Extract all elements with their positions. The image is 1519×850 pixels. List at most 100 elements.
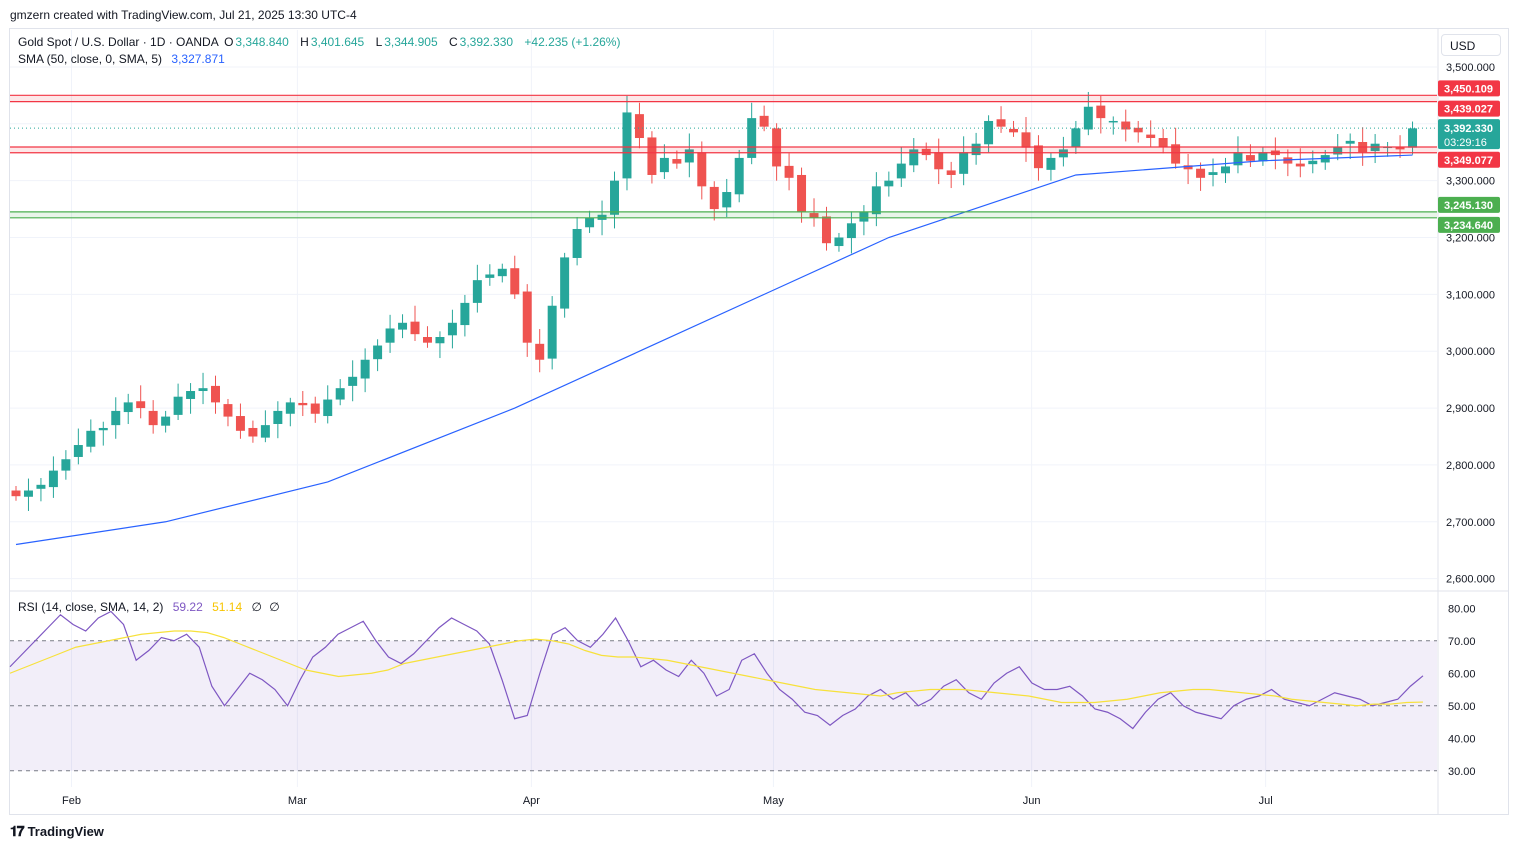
candle-body bbox=[385, 328, 395, 343]
candle-countdown: 03:29:16 bbox=[1444, 137, 1487, 149]
price-tick-label: 3,000.000 bbox=[1446, 346, 1495, 358]
candle-body bbox=[946, 170, 956, 175]
candle-body bbox=[610, 180, 620, 215]
open-value: 3,348.840 bbox=[235, 35, 289, 49]
candle-body bbox=[560, 257, 570, 309]
candle-body bbox=[684, 149, 694, 163]
sma-label: SMA (50, close, 0, SMA, 5) bbox=[18, 52, 163, 66]
candle-body bbox=[1158, 138, 1168, 147]
candle-body bbox=[48, 470, 58, 488]
resistance-zone bbox=[10, 95, 1437, 102]
sma-legend: SMA (50, close, 0, SMA, 5) 3,327.871 bbox=[18, 52, 227, 66]
resistance-zone bbox=[10, 147, 1437, 153]
candle-body bbox=[373, 345, 383, 360]
date-tick-label: Jul bbox=[1259, 795, 1273, 807]
candle-body bbox=[1108, 120, 1118, 123]
candle-body bbox=[1009, 128, 1019, 133]
price-tick-label: 3,200.000 bbox=[1446, 233, 1495, 245]
high-label: H bbox=[300, 35, 309, 49]
candle-body bbox=[971, 143, 981, 156]
candle-body bbox=[1071, 128, 1081, 147]
date-tick-label: Mar bbox=[288, 795, 307, 807]
last-price-tag bbox=[1438, 119, 1500, 150]
candle-body bbox=[1208, 172, 1218, 175]
resistance-price-tag bbox=[1438, 100, 1500, 117]
rsi-value: 59.22 bbox=[172, 600, 203, 614]
rsi-tick-label: 70.00 bbox=[1448, 636, 1476, 648]
price-tick-label: 2,600.000 bbox=[1446, 574, 1495, 586]
candle-body bbox=[510, 268, 520, 295]
candle-body bbox=[1233, 152, 1243, 166]
price-tick-label: 3,300.000 bbox=[1446, 176, 1495, 188]
candle-body bbox=[784, 165, 794, 178]
rsi-extra-2: ∅ bbox=[269, 600, 280, 614]
candle-body bbox=[996, 119, 1006, 127]
resistance-price-tag-label: 3,439.027 bbox=[1444, 104, 1493, 116]
candle-body bbox=[323, 399, 333, 417]
candle-body bbox=[285, 402, 295, 414]
candle-body bbox=[98, 427, 108, 431]
brand-name: TradingView bbox=[27, 824, 104, 839]
candle-body bbox=[896, 163, 906, 179]
tradingview-footer: 𝟏𝟕 TradingView bbox=[10, 823, 104, 840]
low-label: L bbox=[375, 35, 383, 49]
candle-body bbox=[1121, 121, 1131, 130]
price-legend: Gold Spot / U.S. Dollar · 1D · OANDA O 3,… bbox=[18, 35, 622, 49]
price-tick-label: 2,800.000 bbox=[1446, 460, 1495, 472]
candle-body bbox=[1033, 145, 1043, 169]
candle-body bbox=[709, 186, 719, 210]
candle-body bbox=[1146, 134, 1156, 139]
rsi-tick-label: 30.00 bbox=[1448, 766, 1476, 778]
support-price-tag bbox=[1438, 196, 1500, 213]
candle-body bbox=[634, 114, 644, 139]
symbol-title: Gold Spot / U.S. Dollar · 1D · OANDA bbox=[18, 35, 219, 49]
candle-body bbox=[909, 149, 919, 166]
candle-body bbox=[672, 159, 682, 164]
candle-body bbox=[797, 174, 807, 212]
candle-body bbox=[734, 157, 744, 195]
candle-body bbox=[348, 376, 358, 386]
candle-body bbox=[260, 425, 270, 438]
candle-body bbox=[1133, 127, 1143, 133]
resistance-price-tag-label: 3,349.077 bbox=[1444, 155, 1493, 167]
candle-body bbox=[697, 152, 707, 187]
chart-frame bbox=[9, 28, 1509, 815]
candle-body bbox=[759, 115, 769, 127]
candle-body bbox=[1408, 128, 1418, 148]
rsi-extra-1: ∅ bbox=[251, 600, 262, 614]
support-price-tag-label: 3,234.640 bbox=[1444, 220, 1493, 232]
candle-body bbox=[522, 291, 532, 343]
change-value: +42.235 (+1.26%) bbox=[524, 35, 621, 49]
candle-body bbox=[834, 237, 844, 247]
candle-body bbox=[859, 211, 869, 222]
rsi-tick-label: 80.00 bbox=[1448, 603, 1476, 615]
candle-body bbox=[36, 484, 46, 489]
candle-body bbox=[1183, 165, 1193, 170]
candle-body bbox=[984, 120, 994, 145]
candle-body bbox=[410, 321, 420, 335]
candle-body bbox=[1258, 152, 1268, 162]
candle-body bbox=[1395, 147, 1405, 150]
candle-body bbox=[335, 388, 345, 400]
candle-body bbox=[497, 268, 507, 277]
candle-body bbox=[846, 223, 856, 239]
candle-body bbox=[921, 148, 931, 156]
currency-selector[interactable]: USD bbox=[1441, 34, 1501, 56]
high-value: 3,401.645 bbox=[310, 35, 365, 49]
candle-body bbox=[435, 337, 445, 344]
price-tick-label: 2,700.000 bbox=[1446, 517, 1495, 529]
candle-body bbox=[298, 402, 308, 406]
candle-body bbox=[647, 137, 657, 175]
candle-body bbox=[659, 157, 669, 173]
candle-body bbox=[148, 410, 158, 426]
candle-body bbox=[422, 337, 432, 343]
candle-body bbox=[1196, 168, 1206, 178]
candle-body bbox=[1345, 140, 1355, 144]
candle-body bbox=[722, 192, 732, 208]
candle-body bbox=[585, 217, 595, 228]
candle-body bbox=[622, 112, 632, 179]
candle-body bbox=[310, 403, 320, 414]
candle-body bbox=[1096, 105, 1106, 119]
sma-value: 3,327.871 bbox=[171, 52, 225, 66]
